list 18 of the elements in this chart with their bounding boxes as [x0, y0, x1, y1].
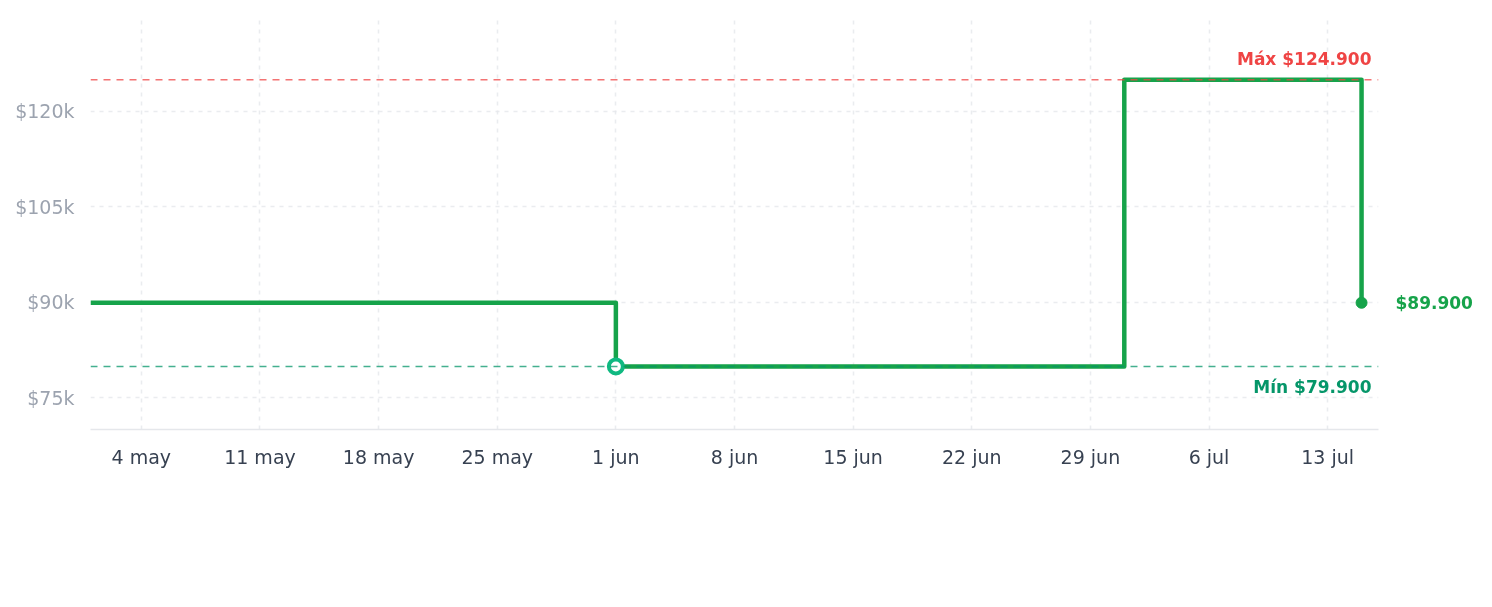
y-tick-label: $90k: [27, 291, 75, 314]
y-tick-label: $75k: [27, 386, 75, 409]
y-tick-label: $105k: [15, 195, 75, 218]
ref-line-label: Máx $124.900: [1236, 48, 1372, 69]
x-tick-label: 18 may: [342, 445, 415, 468]
x-tick-label: 13 jul: [1301, 445, 1355, 468]
x-tick-label: 1 jun: [592, 445, 640, 468]
x-tick-label: 11 may: [224, 445, 296, 468]
data-label: $89.900: [1395, 292, 1474, 313]
x-tick-label: 6 jul: [1188, 445, 1230, 468]
x-tick-label: 22 jun: [941, 445, 1002, 468]
x-tick-label: 4 may: [111, 445, 172, 468]
x-tick-label: 29 jun: [1060, 445, 1121, 468]
y-tick-label: $120k: [15, 100, 75, 123]
ref-line-label: Mín $79.900: [1253, 377, 1372, 398]
x-tick-label: 15 jun: [823, 445, 883, 468]
x-tick-label: 25 may: [461, 445, 534, 468]
x-tick-label: 8 jun: [710, 445, 759, 468]
